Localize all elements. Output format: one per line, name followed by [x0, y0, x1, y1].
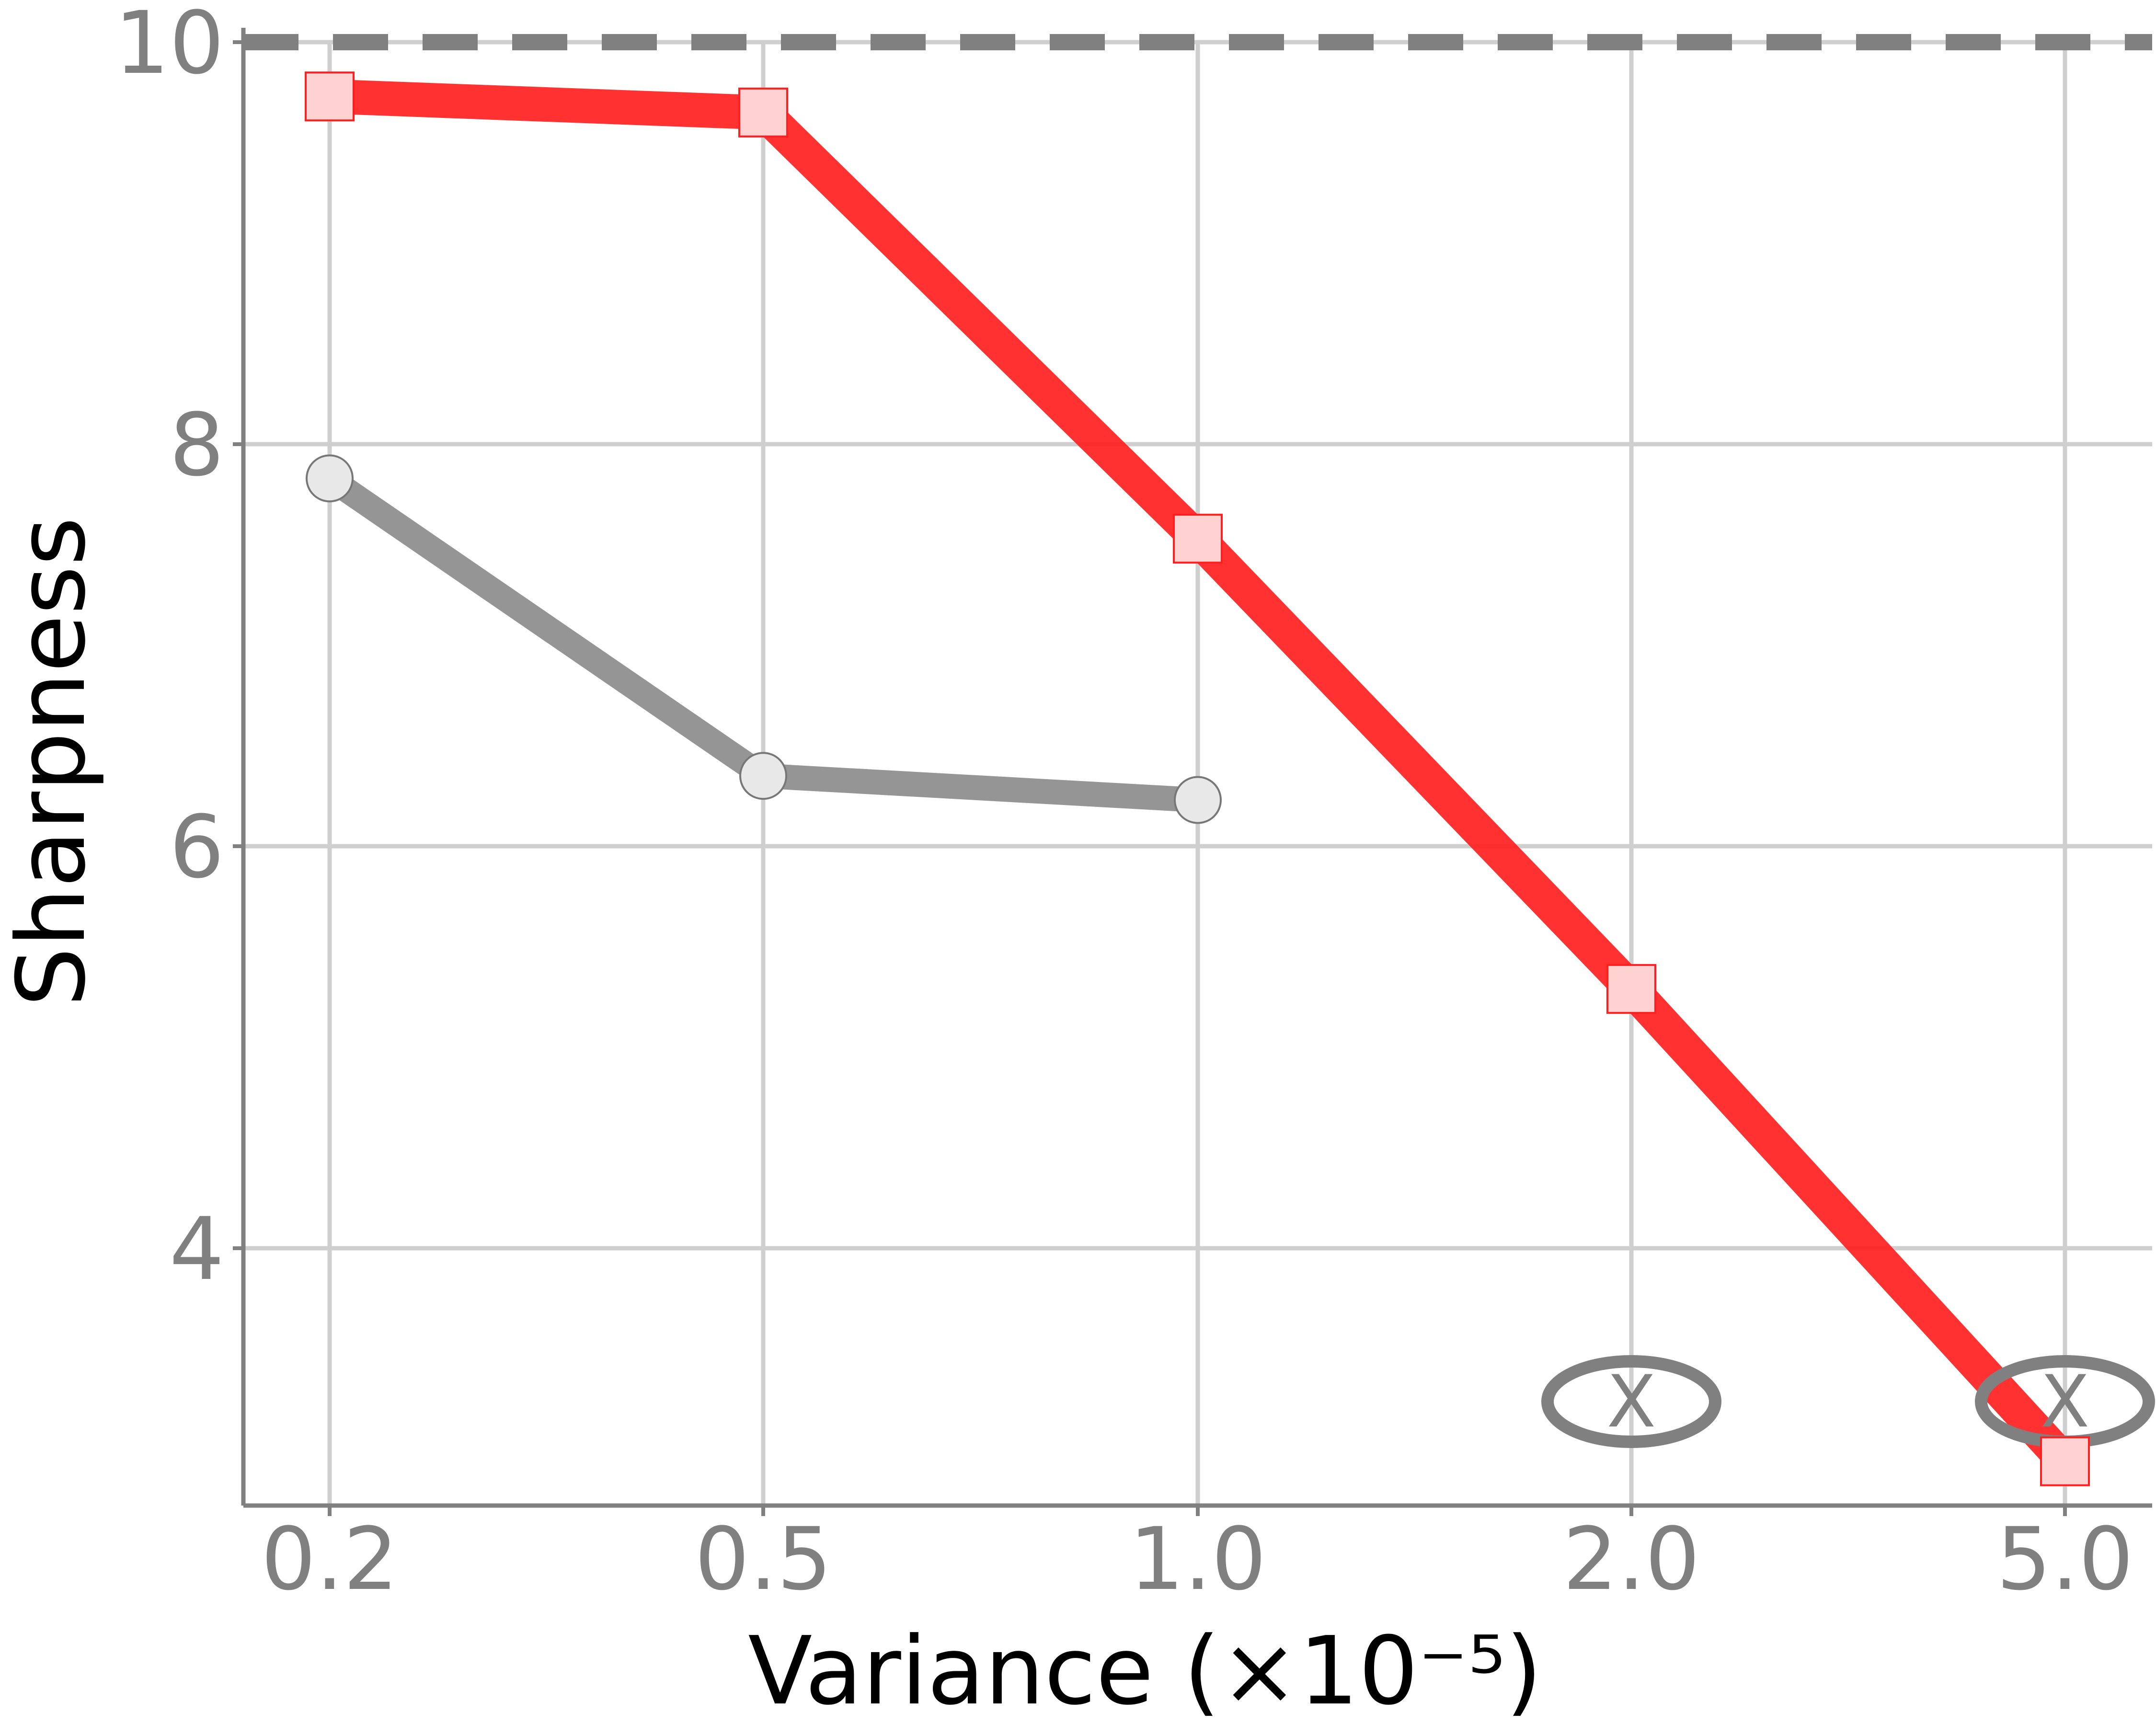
x-axis-label: Variance (×10⁻⁵)	[748, 1617, 1542, 1725]
failure-marker-0	[1541, 1355, 1721, 1448]
grid	[243, 40, 2152, 1506]
failure-marker-label-1: X	[2041, 1360, 2090, 1444]
series-0-point-3	[1606, 964, 1656, 1014]
series-0-point-4	[2040, 1436, 2090, 1486]
x-tick-label-0: 0.2	[261, 1509, 398, 1610]
x-tick-label-1: 0.5	[695, 1509, 832, 1610]
y-tick-label-1: 6	[169, 797, 224, 897]
tick-labels: 4 6 8 10 0.2 0.5 1.0 2.0 5.0	[115, 0, 2133, 1610]
series-1-point-1	[739, 752, 787, 800]
failure-marker-label-0: X	[1607, 1360, 1656, 1444]
axes	[233, 28, 2152, 1516]
series-markers	[305, 71, 2090, 1486]
y-tick-label-3: 10	[115, 0, 224, 93]
y-tick-label-0: 4	[169, 1199, 224, 1300]
x-tick-label-4: 5.0	[1996, 1509, 2133, 1610]
series-0-point-1	[738, 87, 788, 138]
x-tick-label-2: 1.0	[1129, 1509, 1266, 1610]
series-0-point-2	[1173, 514, 1223, 564]
y-axis-label: Sharpness	[0, 517, 106, 1007]
y-tick-label-2: 8	[169, 395, 224, 495]
series-1-point-0	[306, 454, 354, 503]
x-tick-label-3: 2.0	[1563, 1509, 1700, 1610]
series-0-point-0	[305, 71, 355, 122]
series-1-point-2	[1174, 776, 1222, 824]
